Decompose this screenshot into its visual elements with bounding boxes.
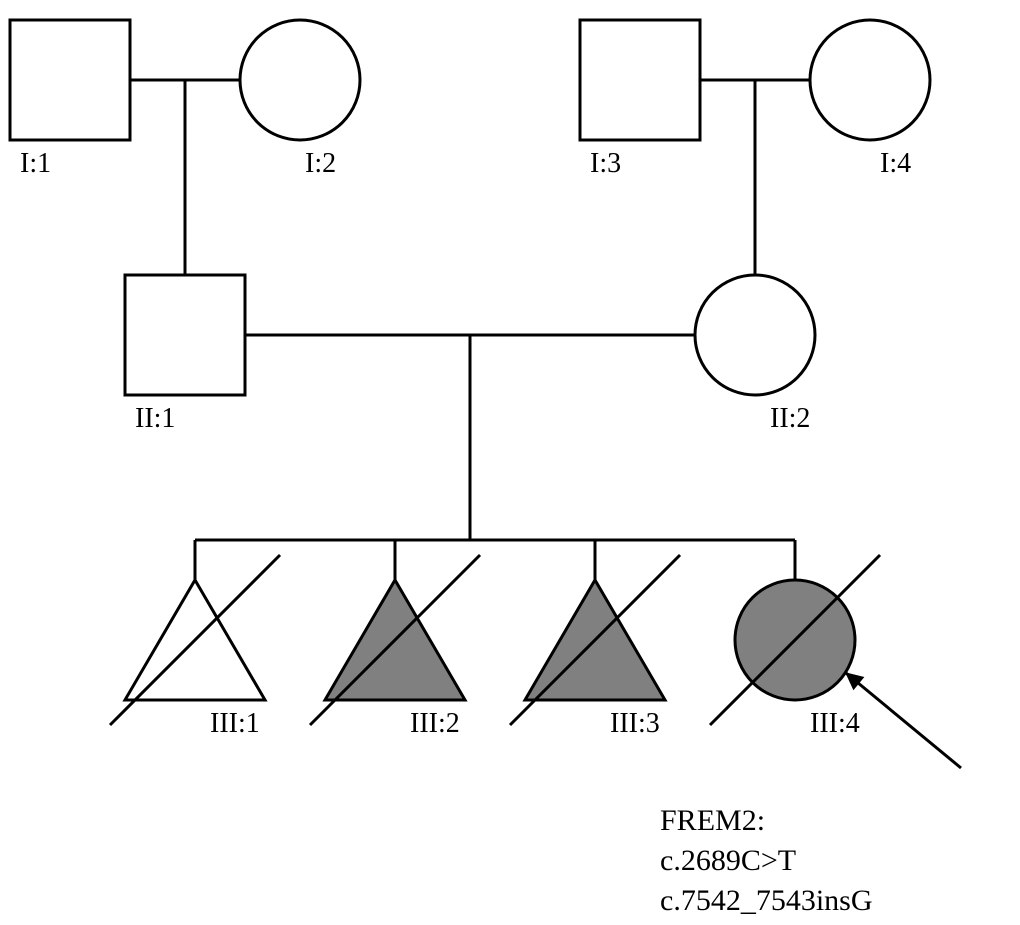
male-symbol — [10, 20, 130, 140]
label-III3: III:3 — [610, 708, 660, 739]
proband-arrow-line — [846, 673, 961, 768]
annotation-variant2: c.7542_7543insG — [660, 884, 873, 917]
female-symbol — [810, 20, 930, 140]
male-symbol — [125, 275, 245, 395]
individual-III1 — [110, 555, 280, 725]
annotation-variant1: c.2689C>T — [660, 844, 796, 877]
individual-II1 — [125, 275, 245, 395]
label-I1: I:1 — [20, 148, 51, 179]
female-symbol — [240, 20, 360, 140]
female-symbol — [695, 275, 815, 395]
label-I2: I:2 — [305, 148, 336, 179]
pedigree-diagram: I:1 I:2 I:3 I:4 II:1 II:2 III:1 III:2 III:3 III:4… — [0, 0, 1020, 925]
label-II1: II:1 — [135, 403, 175, 434]
male-symbol — [580, 20, 700, 140]
individual-III2 — [310, 555, 480, 725]
individual-II2 — [695, 275, 815, 395]
individual-I1 — [10, 20, 130, 140]
individual-I3 — [580, 20, 700, 140]
individual-I2 — [240, 20, 360, 140]
label-III1: III:1 — [210, 708, 260, 739]
individual-I4 — [810, 20, 930, 140]
individual-III3 — [510, 555, 680, 725]
label-I4: I:4 — [880, 148, 911, 179]
annotation-gene: FREM2: — [660, 804, 765, 837]
label-I3: I:3 — [590, 148, 621, 179]
label-III4: III:4 — [810, 708, 860, 739]
label-II2: II:2 — [770, 403, 810, 434]
individual-III4 — [710, 555, 880, 725]
label-III2: III:2 — [410, 708, 460, 739]
